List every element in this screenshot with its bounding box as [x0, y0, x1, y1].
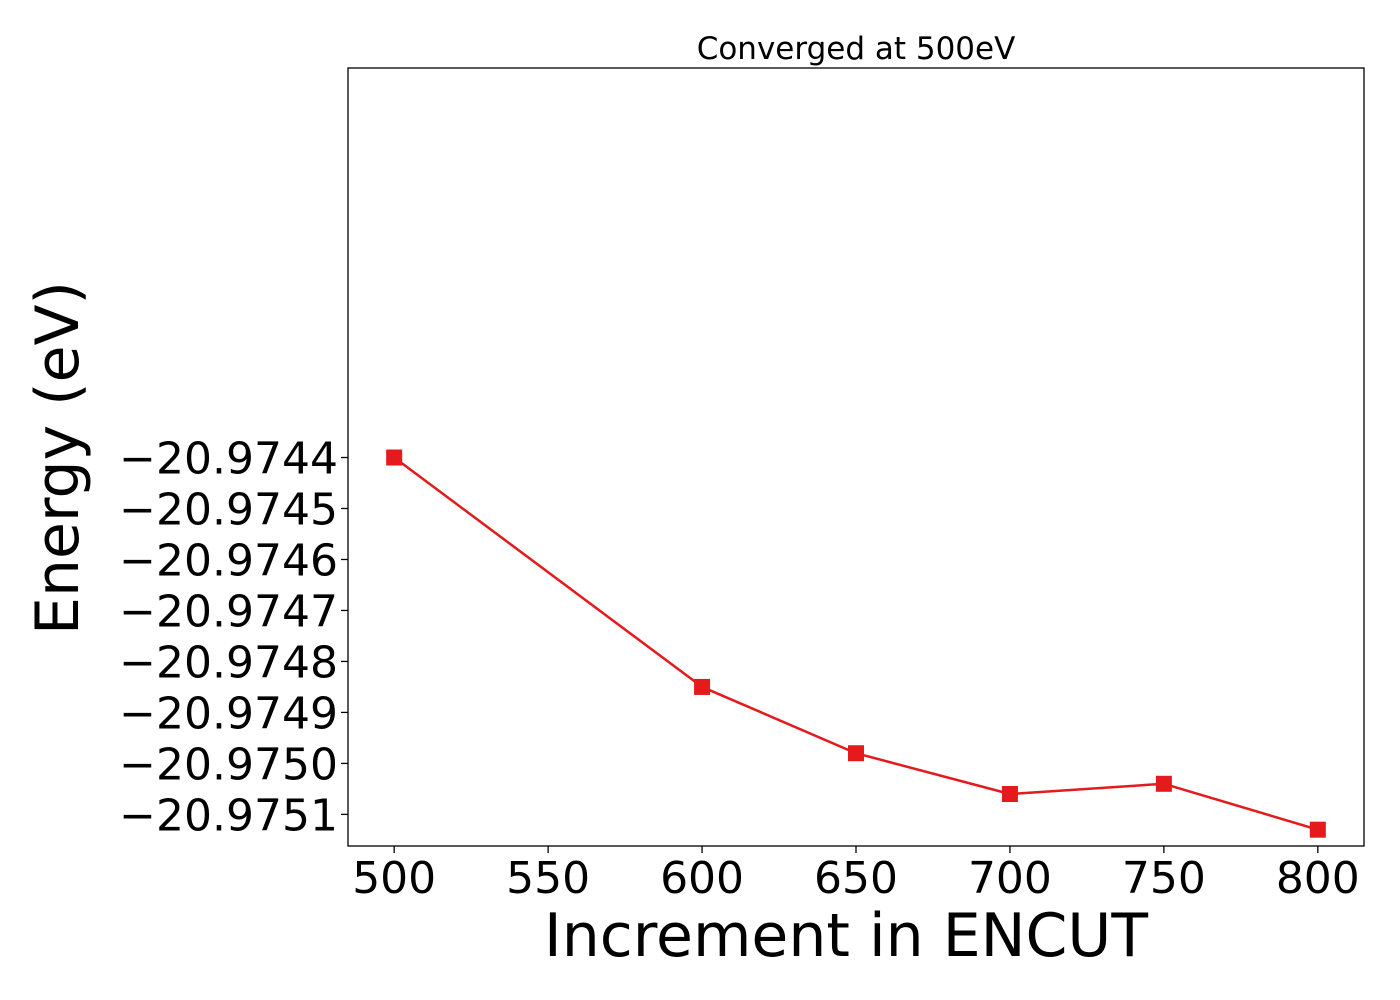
data-point-marker — [1001, 785, 1018, 802]
y-tick-label: −20.9747 — [119, 586, 338, 637]
y-tick-label: −20.9744 — [119, 434, 338, 485]
y-tick-label: −20.9745 — [119, 484, 338, 535]
series-line-0 — [393, 456, 1319, 831]
y-tick-label: −20.9748 — [119, 637, 338, 688]
plot-area — [386, 449, 1326, 838]
x-tick-label: 650 — [814, 853, 898, 904]
x-axis-label: Increment in ENCUT — [544, 901, 1148, 971]
data-point-marker — [848, 745, 864, 762]
x-tick-label: 750 — [1122, 853, 1206, 904]
x-tick-label: 550 — [506, 853, 590, 904]
y-tick-label: −20.9746 — [119, 535, 338, 586]
y-axis-label: Energy (eV) — [23, 281, 93, 635]
y-axis: −20.9744−20.9745−20.9746−20.9747−20.9748… — [119, 434, 348, 841]
y-tick-label: −20.9749 — [119, 688, 338, 739]
x-tick-label: 600 — [660, 853, 744, 904]
x-tick-label: 500 — [352, 853, 436, 904]
x-tick-label: 800 — [1276, 853, 1360, 904]
x-tick-label: 700 — [968, 853, 1052, 904]
x-axis: 500 550 600 650 700 750 800 — [352, 846, 1360, 904]
data-point-marker — [694, 678, 711, 695]
data-point-marker — [1155, 775, 1172, 792]
data-point-marker — [1309, 821, 1326, 838]
y-tick-label: −20.9750 — [119, 739, 338, 790]
data-point-marker — [386, 449, 403, 466]
y-tick-label: −20.9751 — [119, 790, 338, 841]
chart-title: Converged at 500eV — [697, 31, 1016, 67]
